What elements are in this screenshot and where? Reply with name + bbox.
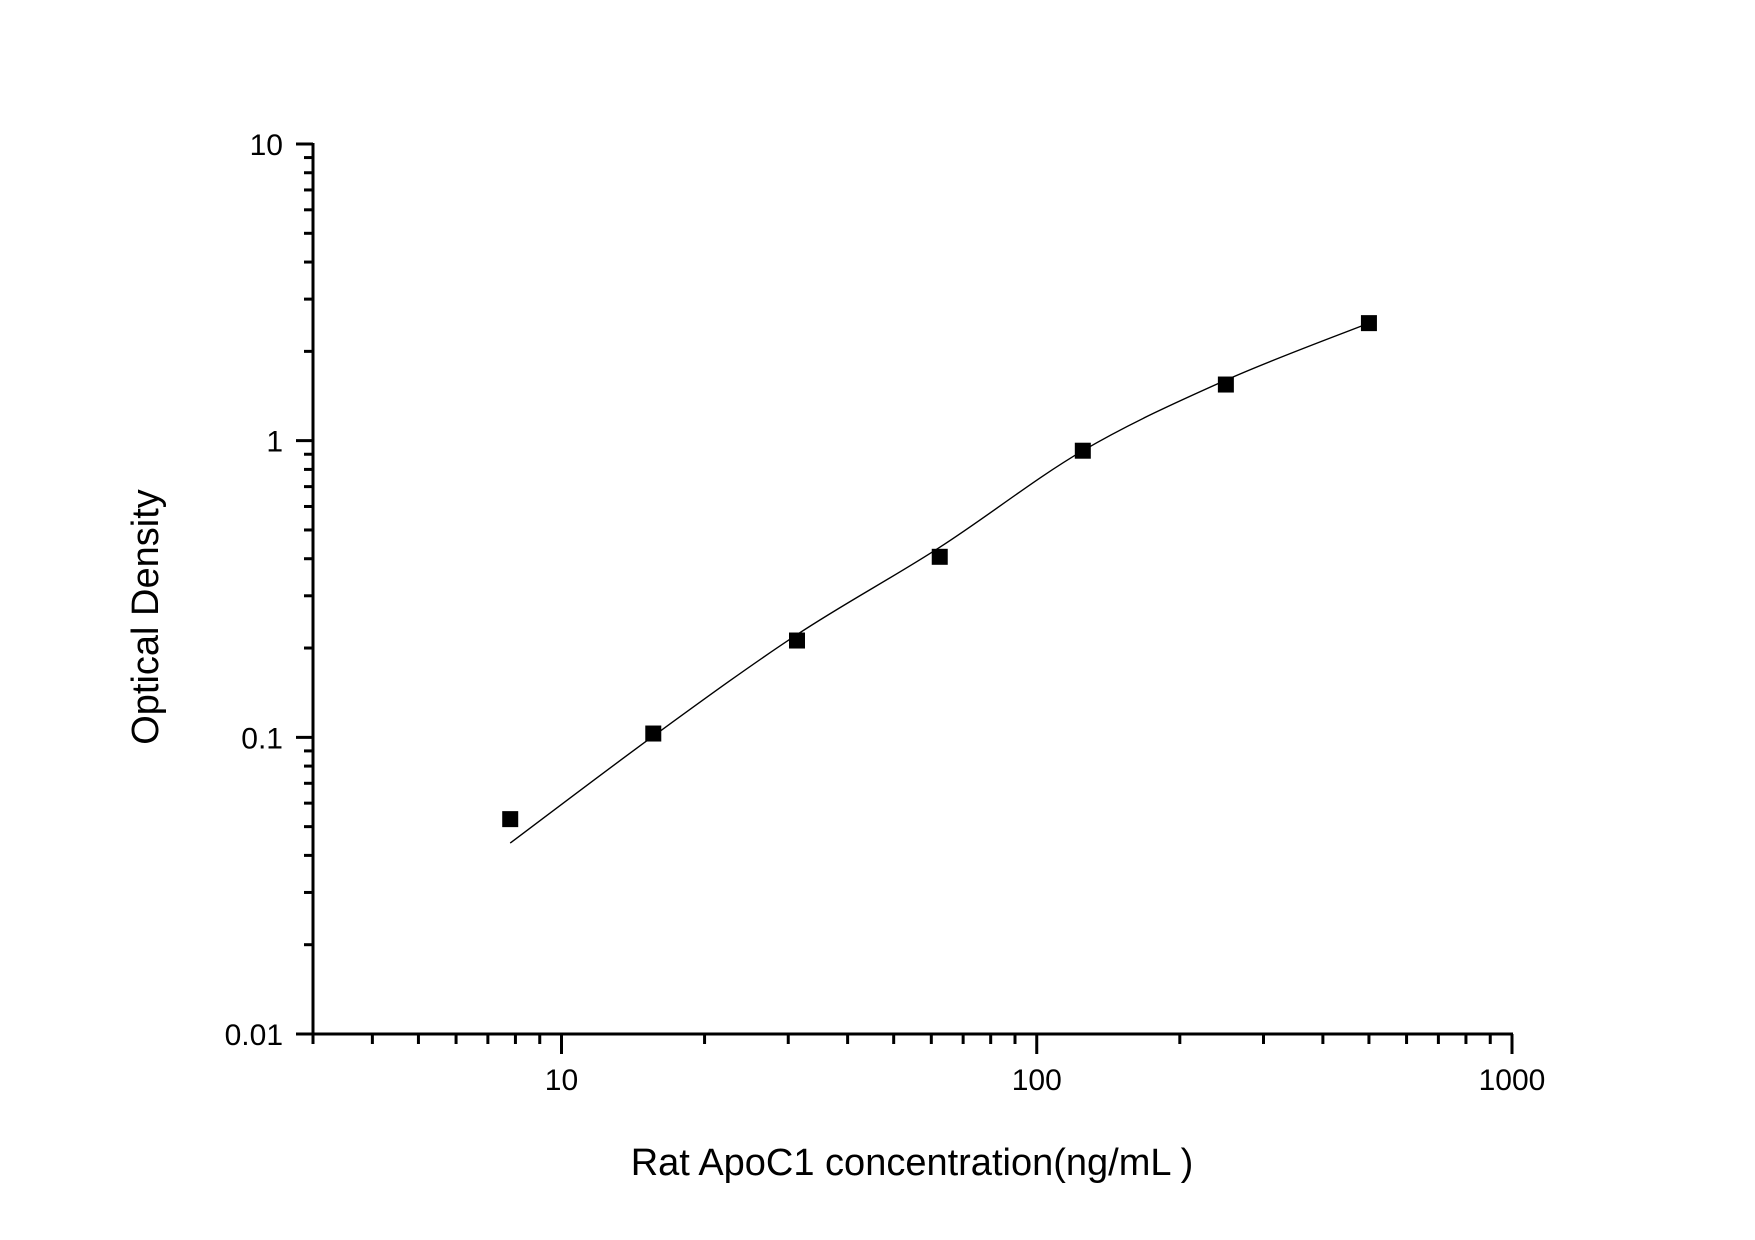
y-tick-label: 1	[266, 426, 283, 459]
data-point-marker	[1217, 376, 1234, 393]
data-point-marker	[645, 725, 662, 742]
fit-curve-line	[509, 322, 1370, 844]
y-axis-title: Optical Density	[125, 489, 167, 745]
data-points	[502, 315, 1377, 828]
x-tick-label: 10	[545, 1064, 578, 1097]
data-point-marker	[931, 548, 948, 565]
x-tick-label: 100	[1012, 1064, 1062, 1097]
data-point-marker	[1360, 315, 1377, 332]
axis-ticks	[296, 142, 1514, 1054]
data-point-marker	[1074, 442, 1091, 459]
data-point-marker	[502, 811, 519, 828]
x-axis-title: Rat ApoC1 concentration(ng/mL )	[631, 1142, 1194, 1184]
y-tick-label: 0.1	[241, 722, 283, 755]
x-tick-label: 1000	[1479, 1064, 1546, 1097]
fitted-curve	[509, 322, 1370, 844]
y-tick-label: 0.01	[225, 1019, 283, 1052]
data-point-marker	[789, 632, 806, 649]
axis-tick-labels: 10 100 1000 0.01 0.1 1 10	[225, 129, 1546, 1097]
axes	[311, 143, 1513, 1036]
y-tick-label: 10	[250, 129, 283, 162]
